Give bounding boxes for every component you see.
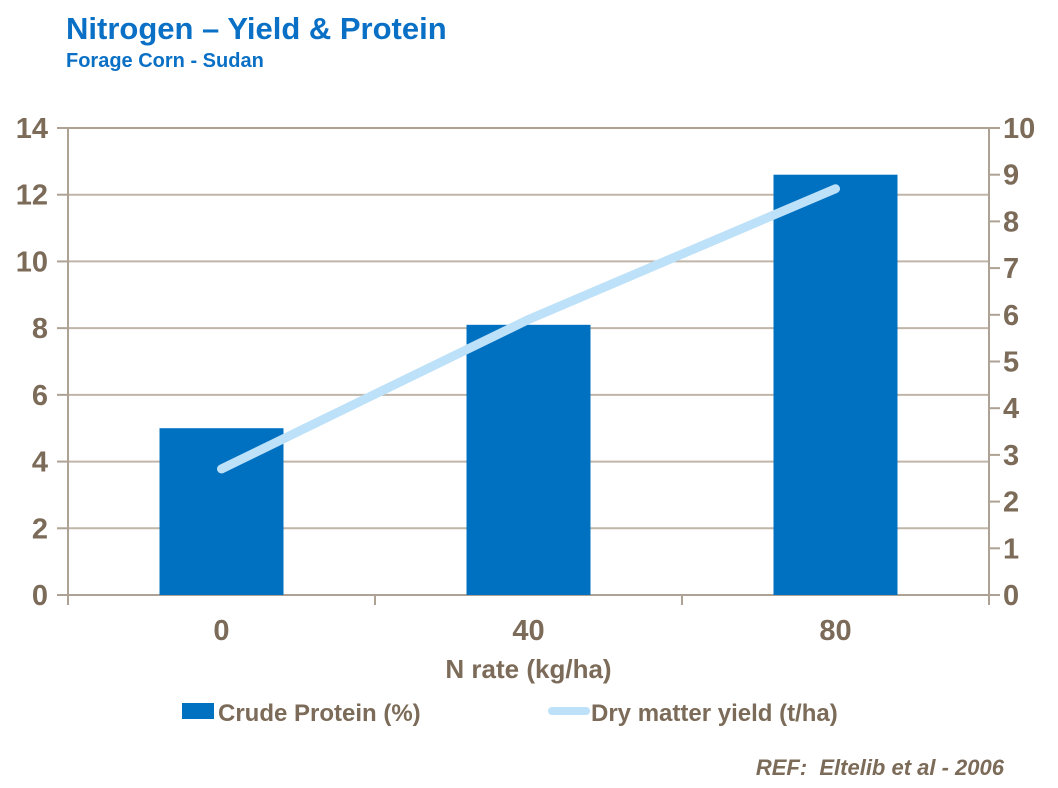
right-axis-tick-label: 9 <box>1003 160 1019 192</box>
category-label: 80 <box>819 615 851 647</box>
left-axis-tick-label: 8 <box>32 313 48 345</box>
legend-label: Dry matter yield (t/ha) <box>591 700 838 727</box>
right-axis-tick-label: 5 <box>1003 347 1019 379</box>
right-axis-tick-label: 2 <box>1003 487 1019 519</box>
bar-crude-protein <box>466 324 591 595</box>
x-axis-title: N rate (kg/ha) <box>445 654 611 684</box>
left-axis-tick-label: 4 <box>32 447 48 479</box>
legend-label: Crude Protein (%) <box>218 700 421 727</box>
chart-title: Nitrogen – Yield & Protein <box>66 11 447 46</box>
bar-crude-protein <box>773 174 898 595</box>
chart-subtitle: Forage Corn - Sudan <box>66 49 264 72</box>
right-axis-tick-label: 0 <box>1003 580 1019 612</box>
right-axis-tick-label: 1 <box>1003 533 1019 565</box>
right-axis-tick-label: 10 <box>1003 113 1035 145</box>
category-label: 0 <box>213 615 229 647</box>
left-axis-tick-label: 14 <box>16 113 48 145</box>
left-axis-tick-label: 12 <box>16 180 48 212</box>
right-axis-tick-label: 4 <box>1003 393 1019 425</box>
left-axis-tick-label: 0 <box>32 580 48 612</box>
chart-header: Nitrogen – Yield & Protein Forage Corn -… <box>66 10 447 73</box>
reference-text: REF: Eltelib et al - 2006 <box>755 755 1004 780</box>
right-axis-tick-label: 6 <box>1003 300 1019 332</box>
legend-swatch-bar <box>182 703 214 719</box>
right-axis-tick-label: 8 <box>1003 206 1019 238</box>
right-axis-tick-label: 3 <box>1003 440 1019 472</box>
left-axis-tick-label: 2 <box>32 513 48 545</box>
left-axis-tick-label: 10 <box>16 246 48 278</box>
right-axis-tick-label: 7 <box>1003 253 1019 285</box>
category-label: 40 <box>512 615 544 647</box>
bar-crude-protein <box>159 428 284 595</box>
left-axis-tick-label: 6 <box>32 380 48 412</box>
line-dry-matter-yield <box>217 184 840 474</box>
